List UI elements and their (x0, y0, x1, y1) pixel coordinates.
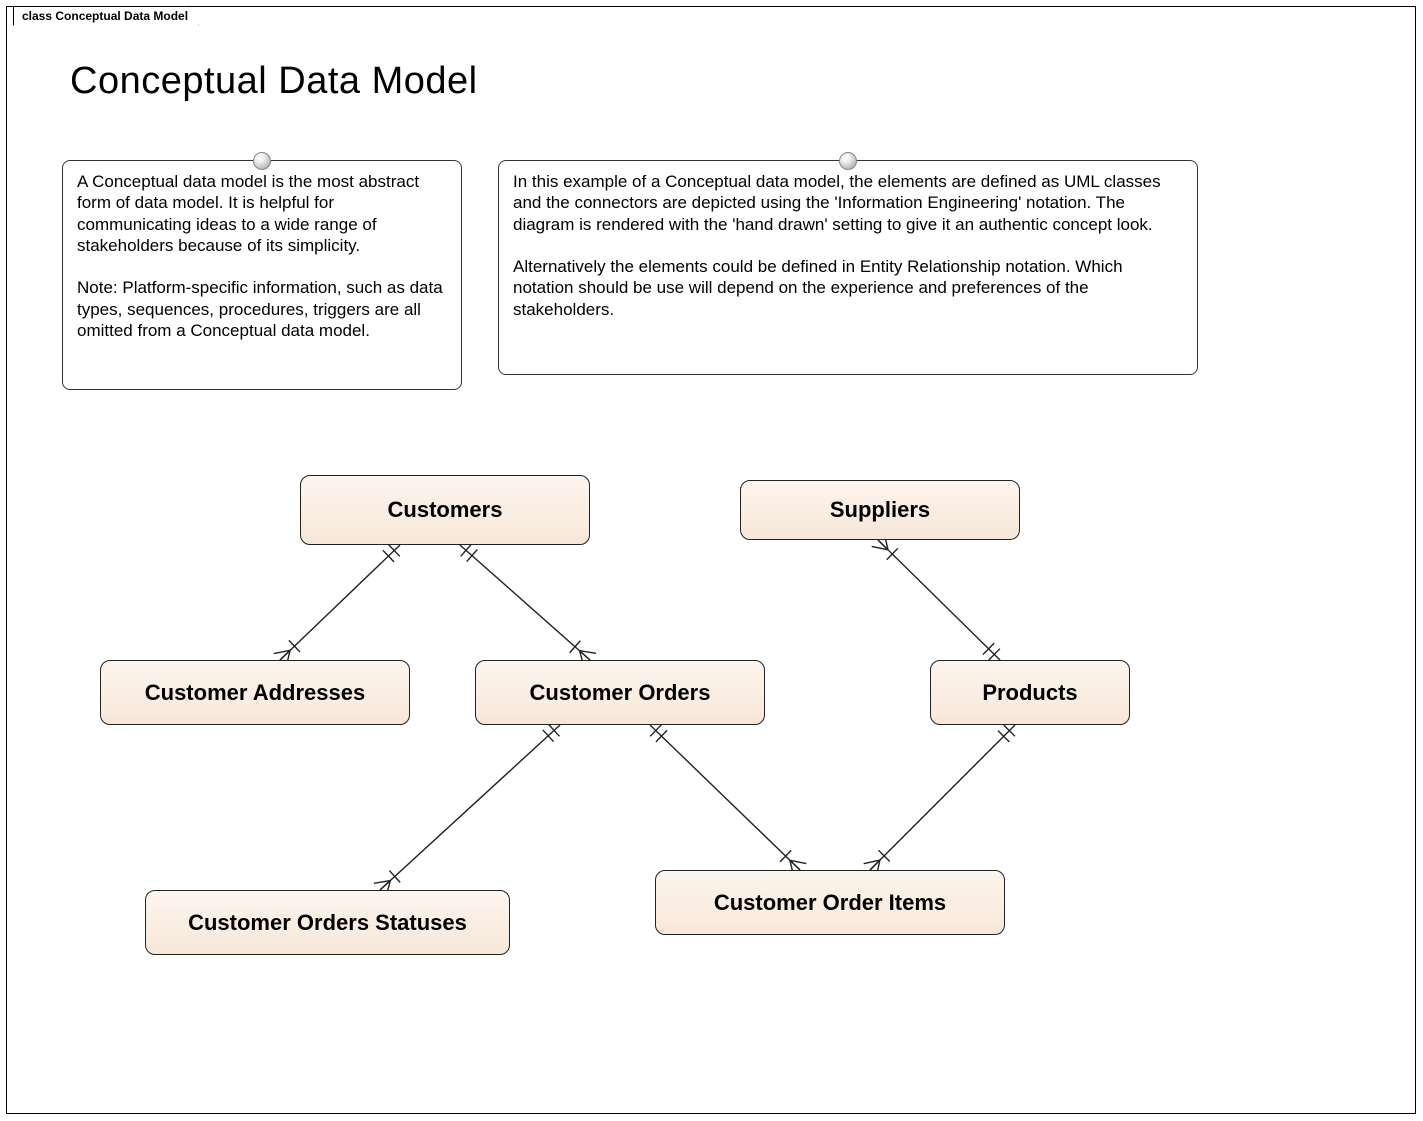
entity-products: Products (930, 660, 1130, 725)
note-text: In this example of a Conceptual data mod… (513, 171, 1183, 320)
entity-label: Suppliers (830, 497, 930, 523)
entity-customer-orders-statuses: Customer Orders Statuses (145, 890, 510, 955)
frame-tab: class Conceptual Data Model (13, 6, 199, 26)
note-right: In this example of a Conceptual data mod… (498, 160, 1198, 375)
entity-label: Customer Orders (530, 680, 711, 706)
entity-label: Customer Orders Statuses (188, 910, 467, 936)
entity-customer-orders: Customer Orders (475, 660, 765, 725)
entity-customers: Customers (300, 475, 590, 545)
entity-label: Customer Addresses (145, 680, 365, 706)
note-left: A Conceptual data model is the most abst… (62, 160, 462, 390)
diagram-title: Conceptual Data Model (70, 60, 478, 103)
entity-label: Customer Order Items (714, 890, 946, 916)
pin-icon (253, 152, 271, 170)
entity-label: Products (982, 680, 1077, 706)
entity-suppliers: Suppliers (740, 480, 1020, 540)
entity-customer-order-items: Customer Order Items (655, 870, 1005, 935)
diagram-canvas: class Conceptual Data Model Conceptual D… (0, 0, 1423, 1121)
entity-customer-addresses: Customer Addresses (100, 660, 410, 725)
entity-label: Customers (388, 497, 503, 523)
note-text: A Conceptual data model is the most abst… (77, 171, 447, 341)
pin-icon (839, 152, 857, 170)
